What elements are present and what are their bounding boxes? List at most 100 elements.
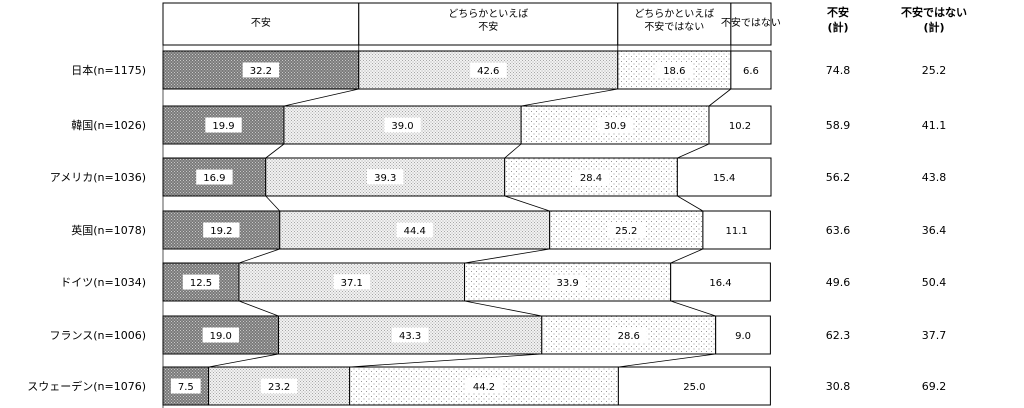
total-not-anxious-value: 50.4 [922,276,947,289]
connector-line [670,248,704,264]
data-label-bg [702,274,739,290]
data-label-bg [736,62,766,78]
connector-line [208,353,279,368]
data-label-somewhat-anxious: 43.3 [399,331,421,342]
total-not-anxious-value: 43.8 [922,171,947,184]
data-label-somewhat-not-anxious: 33.9 [556,278,578,289]
data-label-bg [202,327,239,343]
category-label: 日本(n=1175) [71,63,146,77]
data-label-not-anxious: 16.4 [709,278,731,289]
connector-line [521,88,618,107]
data-label-bg [728,327,758,343]
data-label-bg [705,169,743,185]
category-label: 韓国(n=1026) [71,119,146,132]
data-label-somewhat-anxious: 39.3 [374,173,396,184]
connector-line [265,195,281,212]
data-label-anxious: 32.2 [250,66,272,77]
data-label-bg [384,117,421,133]
data-label-bg [396,222,433,238]
data-label-somewhat-anxious: 37.1 [341,278,363,289]
data-label-anxious: 12.5 [190,278,212,289]
data-label-somewhat-not-anxious: 30.9 [604,121,626,132]
connector-line [238,300,279,317]
data-label-somewhat-anxious: 42.6 [477,66,499,77]
connector-line [238,248,280,264]
legend-label-somewhat-not-anxious-line-2: 不安ではない [644,20,704,33]
legend-box-somewhat-anxious [358,2,619,46]
data-label-bg [470,62,507,78]
total-anxious-value: 74.8 [826,64,851,77]
totals-header-anxious-line-1: 不安 [827,5,849,19]
connector-line [677,195,704,212]
category-label: ドイツ(n=1034) [60,276,146,289]
data-label-somewhat-not-anxious: 18.6 [663,66,685,77]
data-label-bg [182,274,220,290]
data-label-bg [196,169,233,185]
connector-line [464,300,542,317]
data-label-bg [333,274,370,290]
totals-header-not-anxious-line-2: (計) [923,20,944,34]
category-label: スウェーデン(n=1076) [27,379,146,393]
data-label-bg [676,378,713,394]
data-label-bg [205,117,242,133]
data-label-bg [549,274,586,290]
total-not-anxious-value: 36.4 [922,224,947,237]
data-label-anxious: 16.9 [203,173,225,184]
data-label-anxious: 19.0 [210,331,232,342]
connector-line [283,88,359,107]
total-anxious-value: 63.6 [826,224,851,237]
total-anxious-value: 56.2 [826,171,851,184]
legend-label-not-anxious: 不安ではない [721,16,781,29]
data-label-somewhat-not-anxious: 44.2 [473,382,495,393]
bar-segment-somewhat-anxious [208,366,351,406]
total-anxious-value: 58.9 [826,119,851,132]
data-label-bg [242,62,280,78]
category-label: フランス(n=1006) [49,329,146,342]
data-label-not-anxious: 6.6 [743,66,759,77]
connector-line [708,88,732,107]
category-label: アメリカ(n=1036) [50,171,146,184]
total-not-anxious-value: 41.1 [922,119,947,132]
total-not-anxious-value: 37.7 [922,329,947,342]
data-label-bg [596,117,634,133]
data-label-somewhat-not-anxious: 25.2 [615,226,637,237]
data-label-not-anxious: 9.0 [735,331,751,342]
connector-line [504,195,550,212]
category-label: 英国(n=1078) [71,223,146,237]
data-label-bg [391,327,429,343]
data-label-bg [721,117,759,133]
data-label-bg [608,222,645,238]
total-not-anxious-value: 25.2 [922,64,947,77]
connector-line [670,300,716,317]
data-label-bg [572,169,610,185]
connector-line [618,353,716,368]
data-label-bg [260,378,298,394]
connector-line [504,143,522,159]
data-label-anxious: 19.9 [212,121,234,132]
data-label-bg [170,378,201,394]
data-label-anxious: 19.2 [210,226,232,237]
data-label-not-anxious: 25.0 [683,382,705,393]
data-label-somewhat-anxious: 44.4 [404,226,426,237]
data-label-bg [203,222,240,238]
data-label-not-anxious: 15.4 [713,173,735,184]
data-label-bg [610,327,647,343]
data-label-not-anxious: 10.2 [729,121,751,132]
data-label-bg [367,169,404,185]
totals-header-anxious-line-2: (計) [827,20,848,34]
total-anxious-value: 49.6 [826,276,851,289]
total-not-anxious-value: 69.2 [922,380,947,393]
connector-line [677,143,710,159]
connector-line [464,248,550,264]
data-label-bg [465,378,503,394]
data-label-not-anxious: 11.1 [726,226,748,237]
legend-label-somewhat-anxious-line-1: どちらかといえば [448,8,528,20]
data-label-bg [718,222,755,238]
legend-label-somewhat-not-anxious-line-1: どちらかといえば [634,8,714,20]
data-label-anxious: 7.5 [178,382,194,393]
legend-box-not-anxious [730,2,772,46]
data-label-somewhat-not-anxious: 28.6 [618,331,640,342]
legend-label-anxious: 不安 [251,16,271,29]
total-anxious-value: 30.8 [826,380,851,393]
